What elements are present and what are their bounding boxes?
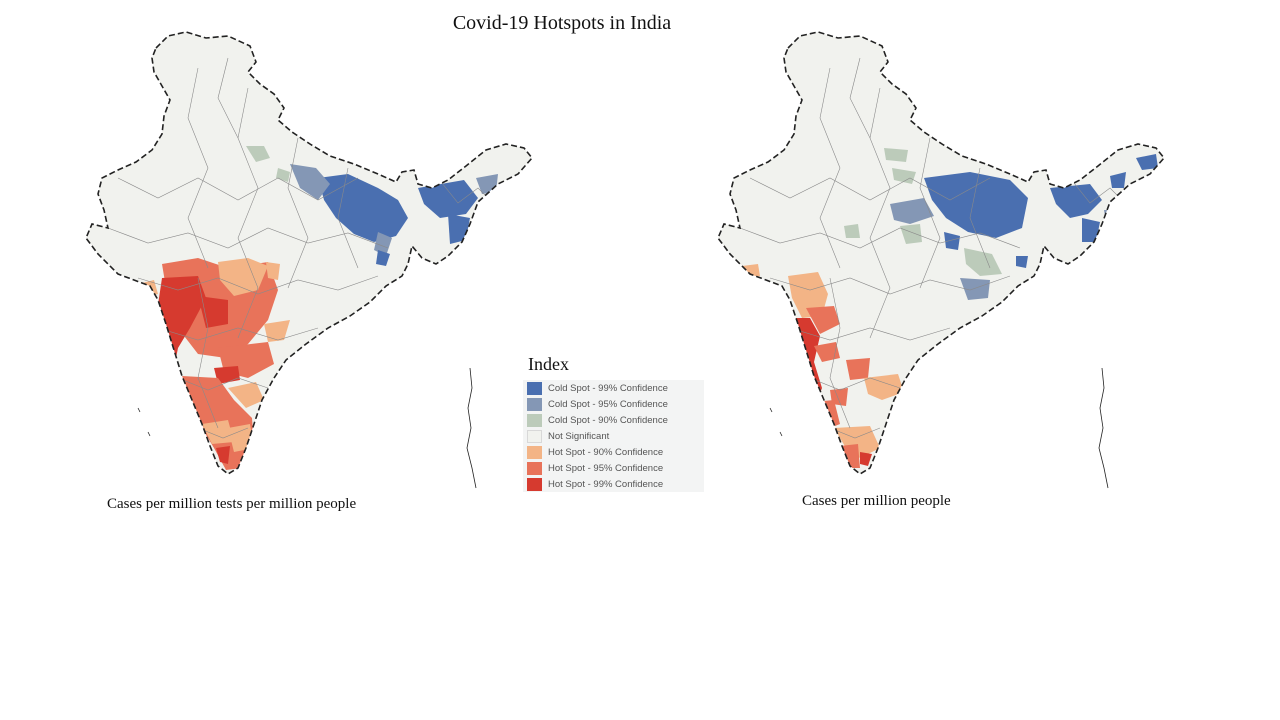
legend-swatch bbox=[527, 381, 542, 395]
legend-label: Hot Spot - 95% Confidence bbox=[548, 462, 664, 474]
left-country-border bbox=[85, 31, 534, 475]
left-map-caption: Cases per million tests per million peop… bbox=[107, 496, 357, 512]
india-map-tests bbox=[78, 28, 548, 498]
legend-item-cold-90: Cold Spot - 90% Confidence bbox=[527, 413, 702, 427]
legend-label: Hot Spot - 99% Confidence bbox=[548, 478, 664, 490]
legend-item-cold-99: Cold Spot - 99% Confidence bbox=[527, 381, 702, 395]
legend-swatch bbox=[527, 397, 542, 411]
legend-item-hot-95: Hot Spot - 95% Confidence bbox=[527, 461, 702, 475]
legend: Cold Spot - 99% Confidence Cold Spot - 9… bbox=[523, 380, 704, 492]
legend-label: Hot Spot - 90% Confidence bbox=[548, 446, 664, 458]
legend-swatch bbox=[527, 429, 542, 443]
left-map-fill bbox=[86, 32, 532, 474]
legend-swatch bbox=[527, 445, 542, 459]
right-islands bbox=[769, 367, 1109, 489]
legend-label: Cold Spot - 90% Confidence bbox=[548, 414, 668, 426]
legend-swatch bbox=[527, 461, 542, 475]
legend-swatch bbox=[527, 477, 542, 491]
legend-label: Cold Spot - 95% Confidence bbox=[548, 398, 668, 410]
legend-item-cold-95: Cold Spot - 95% Confidence bbox=[527, 397, 702, 411]
legend-title: Index bbox=[528, 354, 569, 374]
legend-item-hot-99: Hot Spot - 99% Confidence bbox=[527, 477, 702, 491]
legend-label: Not Significant bbox=[548, 430, 610, 442]
india-map-population-svg bbox=[717, 31, 1166, 489]
india-map-tests-svg bbox=[85, 31, 534, 489]
legend-swatch bbox=[527, 413, 542, 427]
map-title: Covid-19 Hotspots in India bbox=[452, 12, 672, 34]
left-islands bbox=[137, 367, 477, 489]
right-map-caption: Cases per million people bbox=[802, 493, 951, 509]
right-district-lines bbox=[739, 57, 1131, 439]
legend-item-not-significant: Not Significant bbox=[527, 429, 702, 443]
india-map-population bbox=[710, 28, 1180, 498]
right-country-border bbox=[717, 31, 1166, 475]
legend-item-hot-90: Hot Spot - 90% Confidence bbox=[527, 445, 702, 459]
legend-label: Cold Spot - 99% Confidence bbox=[548, 382, 668, 394]
right-map-fill bbox=[718, 32, 1164, 474]
